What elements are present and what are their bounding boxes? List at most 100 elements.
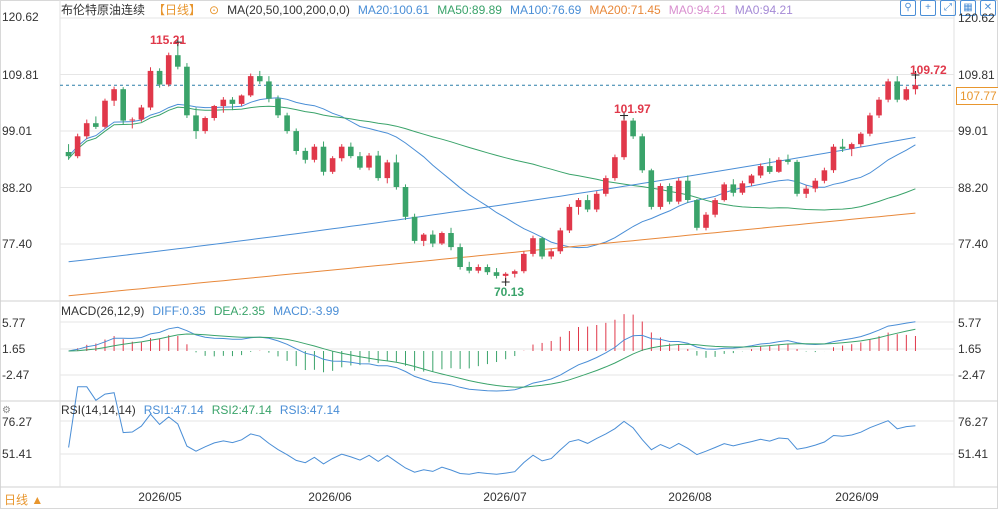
date-label: 2026/06 [308, 490, 352, 504]
price-tick-right: 99.01 [958, 124, 989, 138]
candle-body [821, 170, 828, 181]
price-tick-right: 109.81 [958, 68, 995, 82]
candle-body [739, 183, 746, 193]
candle-body [448, 233, 454, 248]
period-selector[interactable]: 【日线】 [153, 3, 202, 17]
candle-body [748, 175, 755, 184]
candle-body [366, 155, 372, 168]
candle-body [430, 234, 436, 244]
rsi2-value: RSI2:47.14 [211, 403, 272, 417]
candle-body [120, 89, 126, 121]
candle-body [730, 184, 737, 193]
price-tick-left: 109.81 [2, 68, 39, 82]
main-panel-header: 布伦特原油连续 【日线】 ⊙ MA(20,50,100,200,0,0) MA2… [61, 1, 793, 18]
ma200-line [68, 212, 916, 297]
candle-body [74, 136, 81, 157]
candle-body [384, 162, 391, 179]
candle-body [229, 99, 236, 104]
candle-body [238, 95, 245, 104]
candle-body [211, 106, 217, 118]
price-tick-right: 77.40 [958, 237, 989, 251]
candle-body [329, 158, 336, 172]
candle-body [539, 238, 545, 257]
rsi-panel-header: RSI(14,14,14) RSI1:47.14 RSI2:47.14 RSI3… [61, 403, 340, 417]
candle-body [402, 187, 409, 217]
candle-body [420, 234, 427, 241]
ma0-value-a: MA0:94.21 [668, 2, 727, 17]
search-icon[interactable]: ⚲ [900, 0, 916, 16]
candle-body [885, 81, 891, 100]
candle-body [439, 233, 445, 244]
window-controls: ⚲ + ⤢ ▦ ✕ [900, 0, 996, 16]
candle-body [247, 76, 254, 96]
macd-tick-right: 5.77 [958, 316, 982, 330]
instrument-title: 布伦特原油连续 [61, 3, 146, 17]
date-label: 2026/05 [138, 490, 182, 504]
candle-body [685, 180, 691, 200]
candle-body [184, 66, 190, 116]
candle-body [138, 107, 145, 120]
candle-body [338, 146, 345, 159]
ma50-value: MA50:89.89 [437, 2, 502, 17]
rsi-settings-icon[interactable]: ⚙ [2, 405, 11, 416]
price-tick-left: 99.01 [2, 124, 33, 138]
candle-body [220, 99, 227, 106]
candle-body [776, 159, 782, 172]
macd-diff-line [68, 321, 916, 392]
candle-body [266, 81, 272, 99]
last-price-tag: 107.77 [956, 87, 998, 105]
date-label: 2026/08 [668, 490, 712, 504]
candle-body [675, 180, 682, 202]
annotation-high-2: 101.97 [614, 102, 651, 116]
candle-body [621, 120, 627, 158]
candle-body [548, 251, 554, 257]
grid-icon[interactable]: ▦ [960, 0, 976, 16]
candle-body [584, 200, 591, 210]
candle-body [175, 55, 181, 67]
candle-body [302, 150, 309, 160]
rsi-tick-right: 76.27 [958, 415, 989, 429]
ma100-value: MA100:76.69 [509, 2, 582, 17]
annotation-high-1: 115.21 [150, 33, 187, 47]
add-icon[interactable]: + [920, 0, 936, 16]
candle-body [393, 162, 400, 187]
candle-body [284, 115, 290, 132]
ma50-line [68, 105, 916, 211]
close-icon[interactable]: ✕ [980, 0, 996, 16]
candle-body [766, 166, 773, 172]
candle-body [457, 247, 463, 267]
macd-dea-line [68, 328, 916, 388]
candle-body [502, 273, 509, 276]
period-toggle-bottom[interactable]: 日线 ▲ [4, 493, 44, 507]
candle-body [93, 123, 99, 127]
candle-body [721, 184, 727, 201]
rsi-tick-left: 76.27 [2, 415, 33, 429]
expand-icon[interactable]: ⤢ [940, 0, 956, 16]
settings-icon[interactable]: ⊙ [209, 2, 220, 17]
price-tick-right: 120.62 [958, 11, 995, 25]
candle-body [612, 157, 618, 179]
candle-body [65, 152, 72, 157]
ma0-value-b: MA0:94.21 [734, 2, 793, 17]
candle-body [311, 146, 318, 160]
candle-body [102, 100, 108, 127]
candle-body [411, 216, 418, 241]
candle-body [129, 119, 136, 121]
price-tick-left: 120.62 [2, 10, 39, 24]
candle-body [694, 200, 700, 228]
macd-label: MACD(26,12,9) [61, 304, 145, 318]
date-label: 2026/09 [835, 490, 879, 504]
candle-body [557, 230, 564, 252]
rsi3-value: RSI3:47.14 [279, 403, 340, 417]
candle-body [757, 166, 764, 176]
candle-body [630, 120, 636, 137]
annotation-high-3: 109.72 [910, 63, 947, 77]
candle-body [603, 178, 609, 194]
candle-body [830, 146, 837, 171]
candle-body [703, 214, 709, 228]
candle-body [493, 272, 500, 276]
candle-body [111, 89, 117, 101]
candle-body [848, 144, 855, 149]
